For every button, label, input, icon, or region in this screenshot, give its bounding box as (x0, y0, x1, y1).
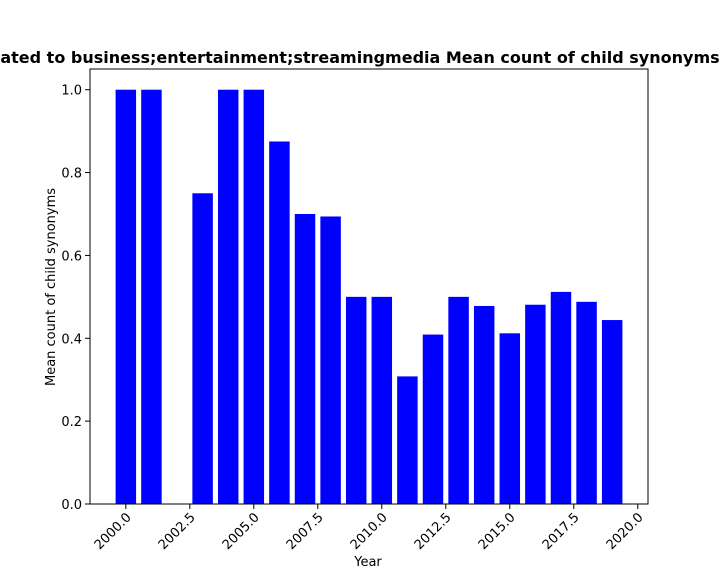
y-axis-ticks: 0.0 0.2 0.4 0.6 0.8 1.0 (61, 84, 90, 513)
bar-2017 (550, 291, 572, 504)
bar-2010 (371, 296, 393, 504)
x-axis-label: Year (353, 555, 382, 570)
bar-2008 (320, 216, 341, 504)
bar-2018 (576, 301, 597, 504)
y-tick-label: 0.4 (61, 332, 82, 347)
chart-title: ated to business;entertainment;streaming… (0, 48, 719, 67)
bar-2001 (141, 89, 162, 504)
y-tick-label: 0.0 (61, 498, 82, 513)
bar-2011 (397, 376, 418, 504)
bar-2015 (499, 333, 521, 504)
x-tick-label: 2012.5 (412, 510, 455, 553)
y-tick-label: 0.2 (61, 415, 82, 430)
bar-2006 (269, 141, 290, 504)
y-axis-label: Mean count of child synonyms (44, 188, 59, 386)
x-tick-label: 2002.5 (156, 510, 199, 553)
bar-2007 (294, 214, 316, 504)
bar-2012 (422, 334, 444, 504)
y-tick-label: 1.0 (61, 84, 82, 99)
bar-2009 (345, 296, 367, 504)
x-tick-label: 2020.0 (604, 510, 647, 553)
bar-2005 (243, 89, 265, 504)
x-tick-label: 2007.5 (284, 510, 327, 553)
x-tick-label: 2017.5 (540, 510, 583, 553)
bar-2013 (448, 296, 469, 504)
bars-group (115, 89, 623, 505)
plot-frame (89, 68, 649, 505)
bar-2003 (192, 193, 213, 505)
bar-2000 (115, 89, 137, 504)
x-tick-label: 2005.0 (220, 510, 263, 553)
y-tick-label: 0.8 (61, 167, 82, 182)
bar-2004 (217, 89, 239, 504)
y-tick-label: 0.6 (61, 249, 82, 264)
x-axis-ticks: 2000.0 2002.5 2005.0 2007.5 2010.0 2012.5 2015… (92, 504, 647, 553)
bar-2014 (473, 305, 495, 504)
bar-2016 (525, 304, 546, 504)
x-tick-label: 2015.0 (476, 510, 519, 553)
bar-2019 (601, 320, 623, 504)
x-tick-label: 2000.0 (92, 510, 135, 553)
x-tick-label: 2010.0 (348, 510, 391, 553)
